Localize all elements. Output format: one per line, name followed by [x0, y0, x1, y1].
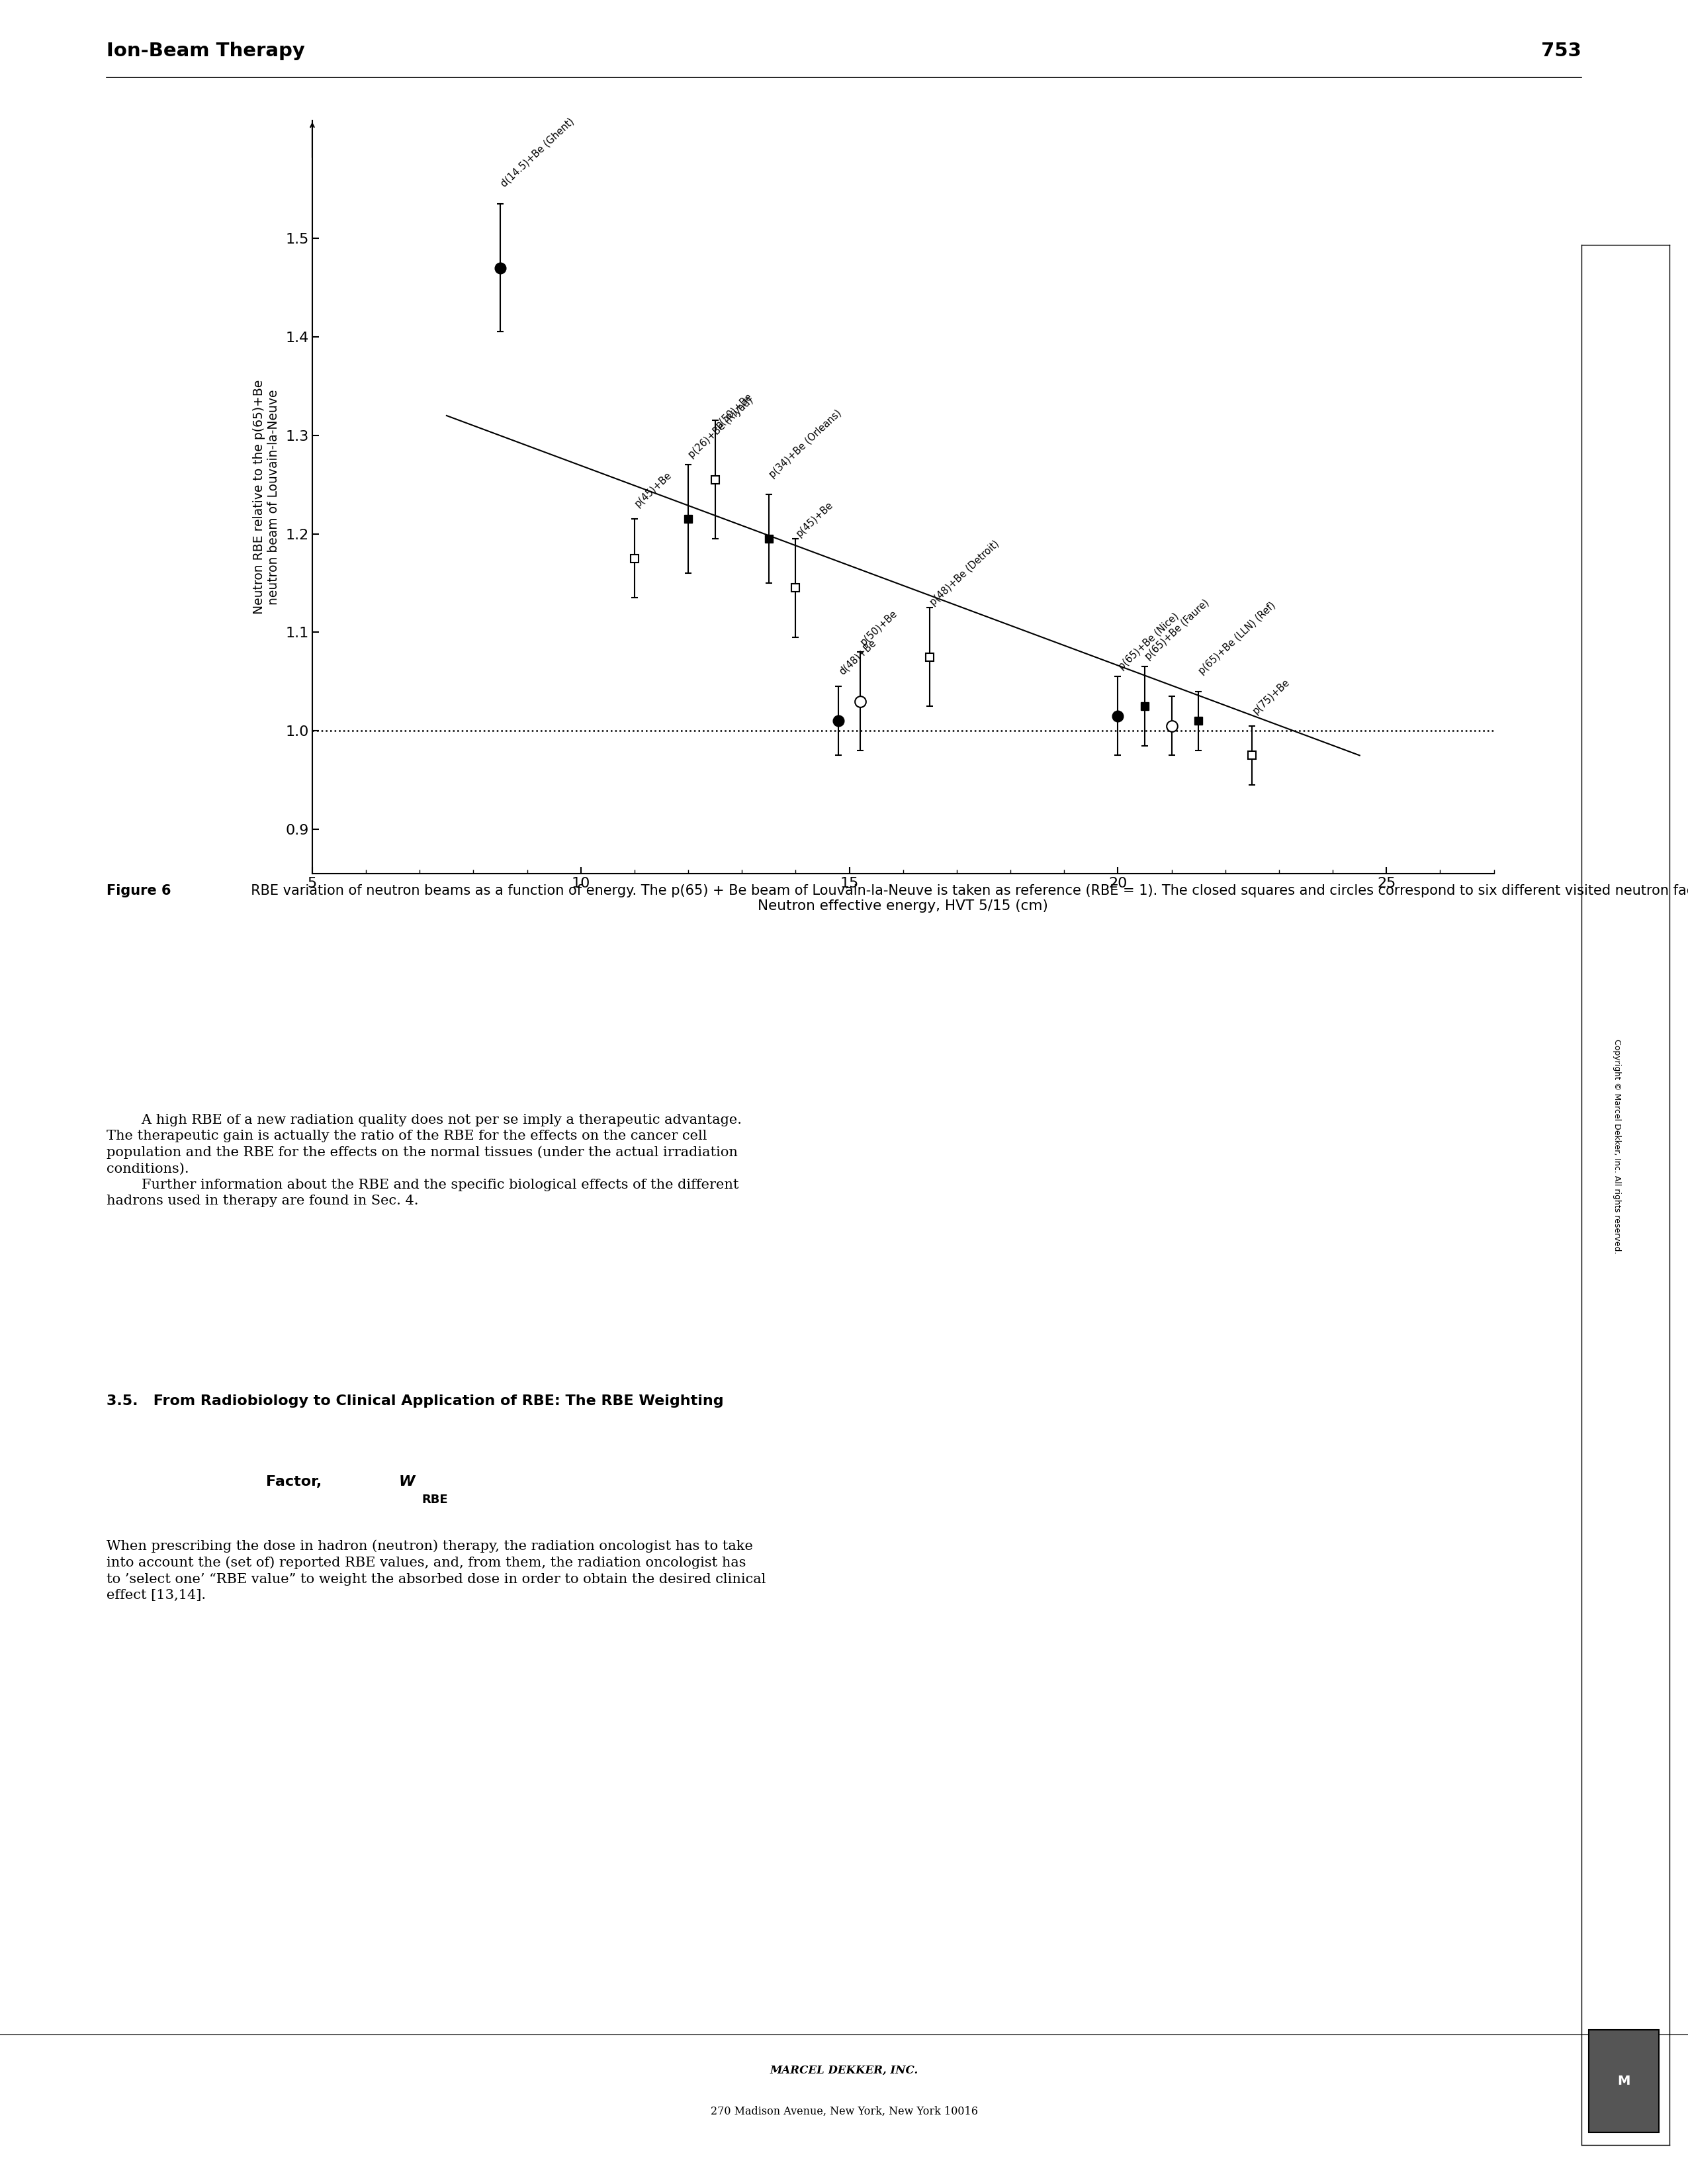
Text: 270 Madison Avenue, New York, New York 10016: 270 Madison Avenue, New York, New York 1… — [711, 2105, 977, 2116]
Text: p(45)+Be: p(45)+Be — [633, 470, 674, 509]
Text: Copyright © Marcel Dekker, Inc. All rights reserved.: Copyright © Marcel Dekker, Inc. All righ… — [1612, 1040, 1622, 1254]
Text: d(48)+Be: d(48)+Be — [837, 638, 878, 677]
Text: p(65)+Be (Nice): p(65)+Be (Nice) — [1116, 612, 1180, 673]
Text: When prescribing the dose in hadron (neutron) therapy, the radiation oncologist : When prescribing the dose in hadron (neu… — [106, 1540, 766, 1601]
Text: p(34)+Be (Orleans): p(34)+Be (Orleans) — [768, 408, 844, 480]
Text: Factor,: Factor, — [265, 1476, 326, 1489]
Text: 3.5.   From Radiobiology to Clinical Application of RBE: The RBE Weighting: 3.5. From Radiobiology to Clinical Appli… — [106, 1396, 724, 1409]
Text: RBE: RBE — [422, 1494, 449, 1505]
X-axis label: Neutron effective energy, HVT 5/15 (cm): Neutron effective energy, HVT 5/15 (cm) — [758, 900, 1048, 913]
Text: Ion-Beam Therapy: Ion-Beam Therapy — [106, 41, 306, 61]
Text: p(26)+Be (Riyad): p(26)+Be (Riyad) — [687, 395, 755, 461]
Text: p(50)+Be: p(50)+Be — [714, 391, 755, 430]
Text: d(14.5)+Be (Ghent): d(14.5)+Be (Ghent) — [500, 116, 576, 190]
Text: 753: 753 — [1541, 41, 1582, 61]
Text: W: W — [398, 1476, 415, 1489]
Text: M: M — [1617, 2075, 1631, 2088]
Text: p(65)+Be (Faure): p(65)+Be (Faure) — [1143, 598, 1212, 662]
Text: p(48)+Be (Detroit): p(48)+Be (Detroit) — [928, 539, 1001, 607]
Text: MARCEL DEKKER, INC.: MARCEL DEKKER, INC. — [770, 2064, 918, 2077]
Text: RBE variation of neutron beams as a function of energy. The p(65) + Be beam of L: RBE variation of neutron beams as a func… — [241, 885, 1688, 898]
Text: A high RBE of a new radiation quality does not per se imply a therapeutic advant: A high RBE of a new radiation quality do… — [106, 1114, 741, 1208]
Y-axis label: Neutron RBE relative to the p(65)+Be
neutron beam of Louvain-la-Neuve: Neutron RBE relative to the p(65)+Be neu… — [253, 380, 280, 614]
Text: p(65)+Be (LLN) (Ref): p(65)+Be (LLN) (Ref) — [1197, 601, 1278, 677]
Text: p(45)+Be: p(45)+Be — [795, 500, 836, 539]
Text: p(50)+Be: p(50)+Be — [859, 607, 900, 646]
Text: p(75)+Be: p(75)+Be — [1251, 677, 1291, 716]
Text: Figure 6: Figure 6 — [106, 885, 170, 898]
FancyBboxPatch shape — [1588, 2031, 1659, 2132]
